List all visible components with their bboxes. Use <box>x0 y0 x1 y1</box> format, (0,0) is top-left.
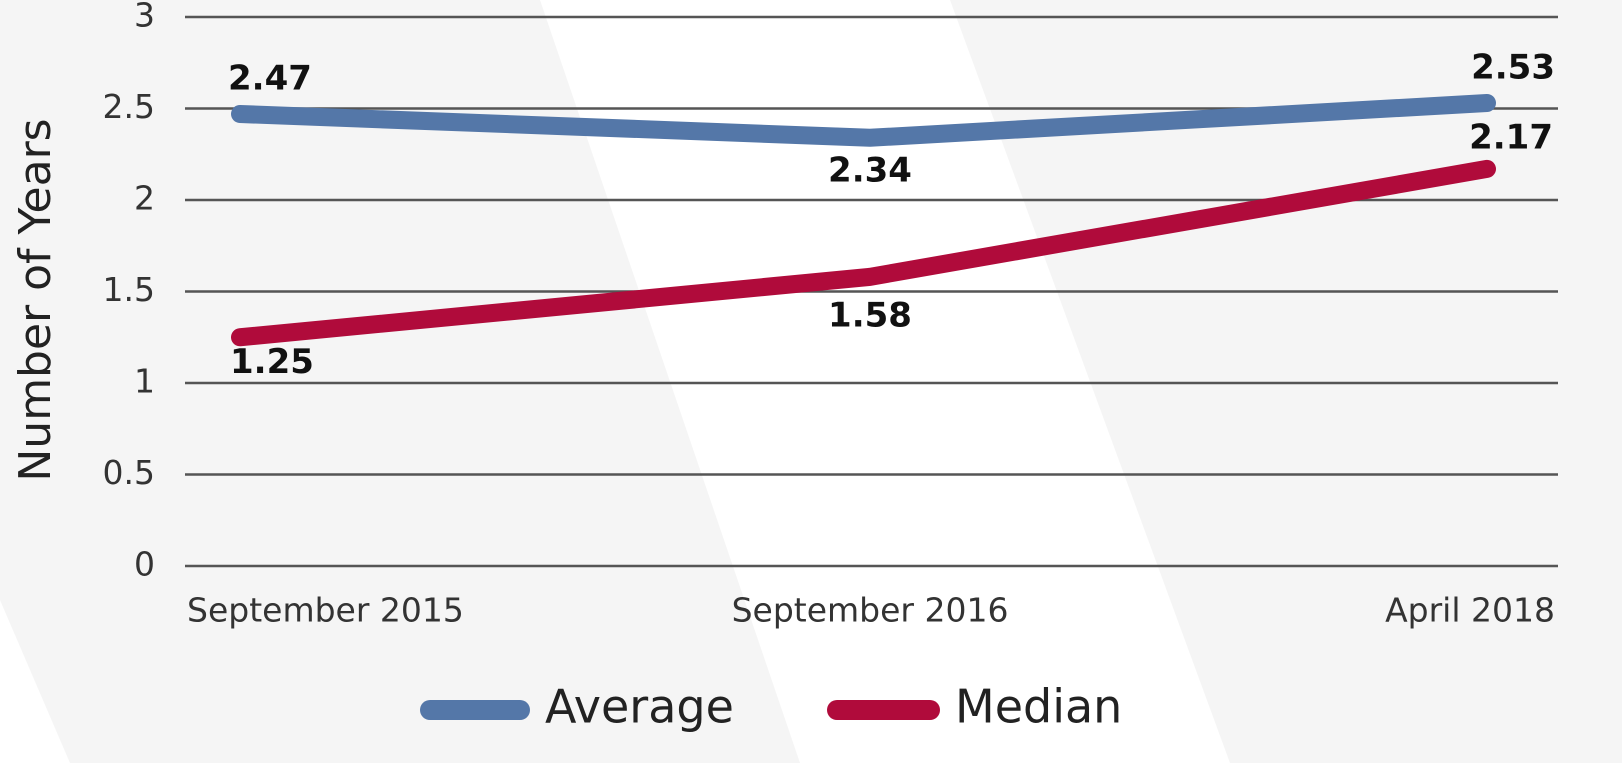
y-tick-label: 2.5 <box>103 87 155 126</box>
y-tick-label: 2 <box>134 179 155 218</box>
data-label: 2.17 <box>1469 117 1553 157</box>
y-axis-label: Number of Years <box>10 118 61 481</box>
y-tick-label: 0 <box>134 545 155 584</box>
data-label: 1.58 <box>828 295 912 335</box>
data-label: 2.53 <box>1471 48 1555 88</box>
y-tick-label: 1.5 <box>103 270 155 309</box>
series-line <box>231 94 1496 147</box>
x-tick-label: September 2016 <box>732 591 1009 630</box>
legend-label: Average <box>545 680 734 734</box>
series-line <box>231 159 1496 347</box>
y-tick-label: 0.5 <box>103 453 155 492</box>
y-tick-label: 1 <box>134 362 155 401</box>
data-label: 1.25 <box>230 342 314 382</box>
background-stripe <box>0 600 70 763</box>
data-label: 2.34 <box>828 150 912 190</box>
background-stripe <box>540 0 1230 763</box>
legend-label: Median <box>955 680 1122 734</box>
x-tick-label: September 2015 <box>187 591 464 630</box>
y-tick-label: 3 <box>134 0 155 35</box>
x-tick-label: April 2018 <box>1385 591 1555 630</box>
data-label: 2.47 <box>228 58 312 98</box>
